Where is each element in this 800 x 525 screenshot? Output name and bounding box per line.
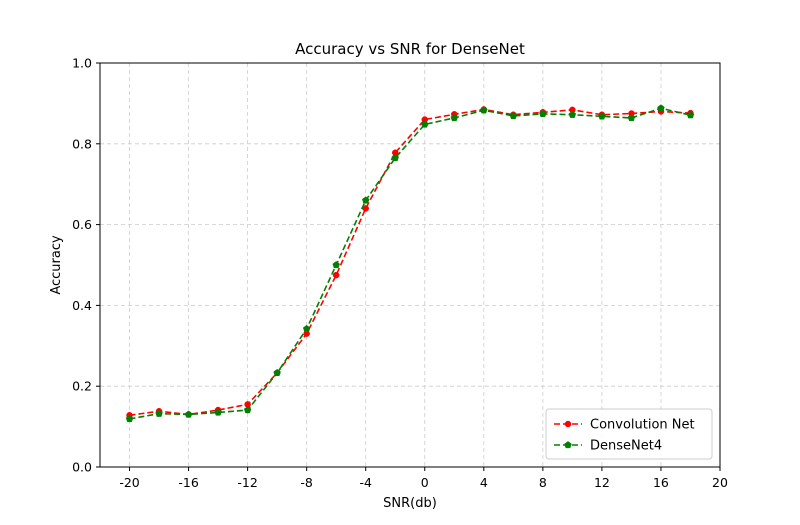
y-tick-label: 0.6 [72, 217, 92, 232]
data-point [509, 112, 518, 120]
y-tick-label: 0.8 [72, 136, 92, 151]
data-point [332, 271, 340, 279]
data-point [539, 109, 547, 118]
plot-frame [99, 62, 721, 468]
y-tick-label: 1.0 [72, 56, 92, 71]
data-point [243, 406, 252, 414]
series-layer [125, 104, 695, 423]
x-axis-label: SNR(db) [383, 496, 437, 511]
data-point [214, 408, 222, 416]
data-point [568, 110, 577, 118]
data-point [598, 112, 606, 120]
legend-box [545, 408, 713, 460]
data-point [361, 196, 370, 204]
data-point [125, 415, 134, 423]
data-point [657, 104, 665, 112]
data-point [273, 368, 281, 377]
data-point [155, 409, 163, 417]
legend-label: Convolution Net [590, 418, 695, 433]
x-tick-label: -12 [237, 475, 257, 490]
x-tick-label: 12 [594, 475, 610, 490]
series-densenet4 [125, 104, 695, 423]
x-tick-label: 0 [421, 475, 429, 490]
legend: Convolution Net DenseNet4 [545, 408, 713, 460]
y-tick-label: 0.0 [72, 460, 92, 475]
data-point [627, 114, 636, 122]
data-point [391, 154, 399, 162]
legend-marker [564, 441, 572, 449]
legend-marker [564, 420, 572, 428]
x-tick-label: -4 [359, 475, 372, 490]
legend-item: Convolution Net [554, 418, 695, 433]
series-line [129, 107, 691, 420]
series-line [129, 108, 691, 417]
data-point [686, 111, 695, 119]
x-tick-label: 16 [653, 475, 669, 490]
x-tick-label: -8 [300, 475, 313, 490]
data-point [184, 410, 193, 418]
y-tick-label: 0.2 [72, 379, 92, 394]
data-point [450, 114, 459, 122]
chart-title: Accuracy vs SNR for DenseNet [295, 40, 525, 58]
x-tick-label: -20 [119, 475, 139, 490]
x-tick-label: -16 [178, 475, 198, 490]
x-tick-label: 4 [480, 475, 488, 490]
data-point [421, 120, 429, 128]
legend-item: DenseNet4 [554, 439, 662, 454]
x-tick-label: 20 [712, 475, 728, 490]
y-axis-label: Accuracy [49, 235, 64, 295]
plot-area [100, 63, 720, 467]
x-tick-label: 8 [539, 475, 547, 490]
legend-label: DenseNet4 [590, 439, 662, 454]
data-point [302, 324, 311, 332]
y-tick-label: 0.4 [72, 298, 92, 313]
ticks: -20 -16 -12 -8 -4 0 4 8 12 16 20 0.0 0.2 0.4 0.6 0.8 1.0 [72, 56, 728, 491]
data-point [332, 261, 340, 269]
data-point [480, 106, 488, 114]
